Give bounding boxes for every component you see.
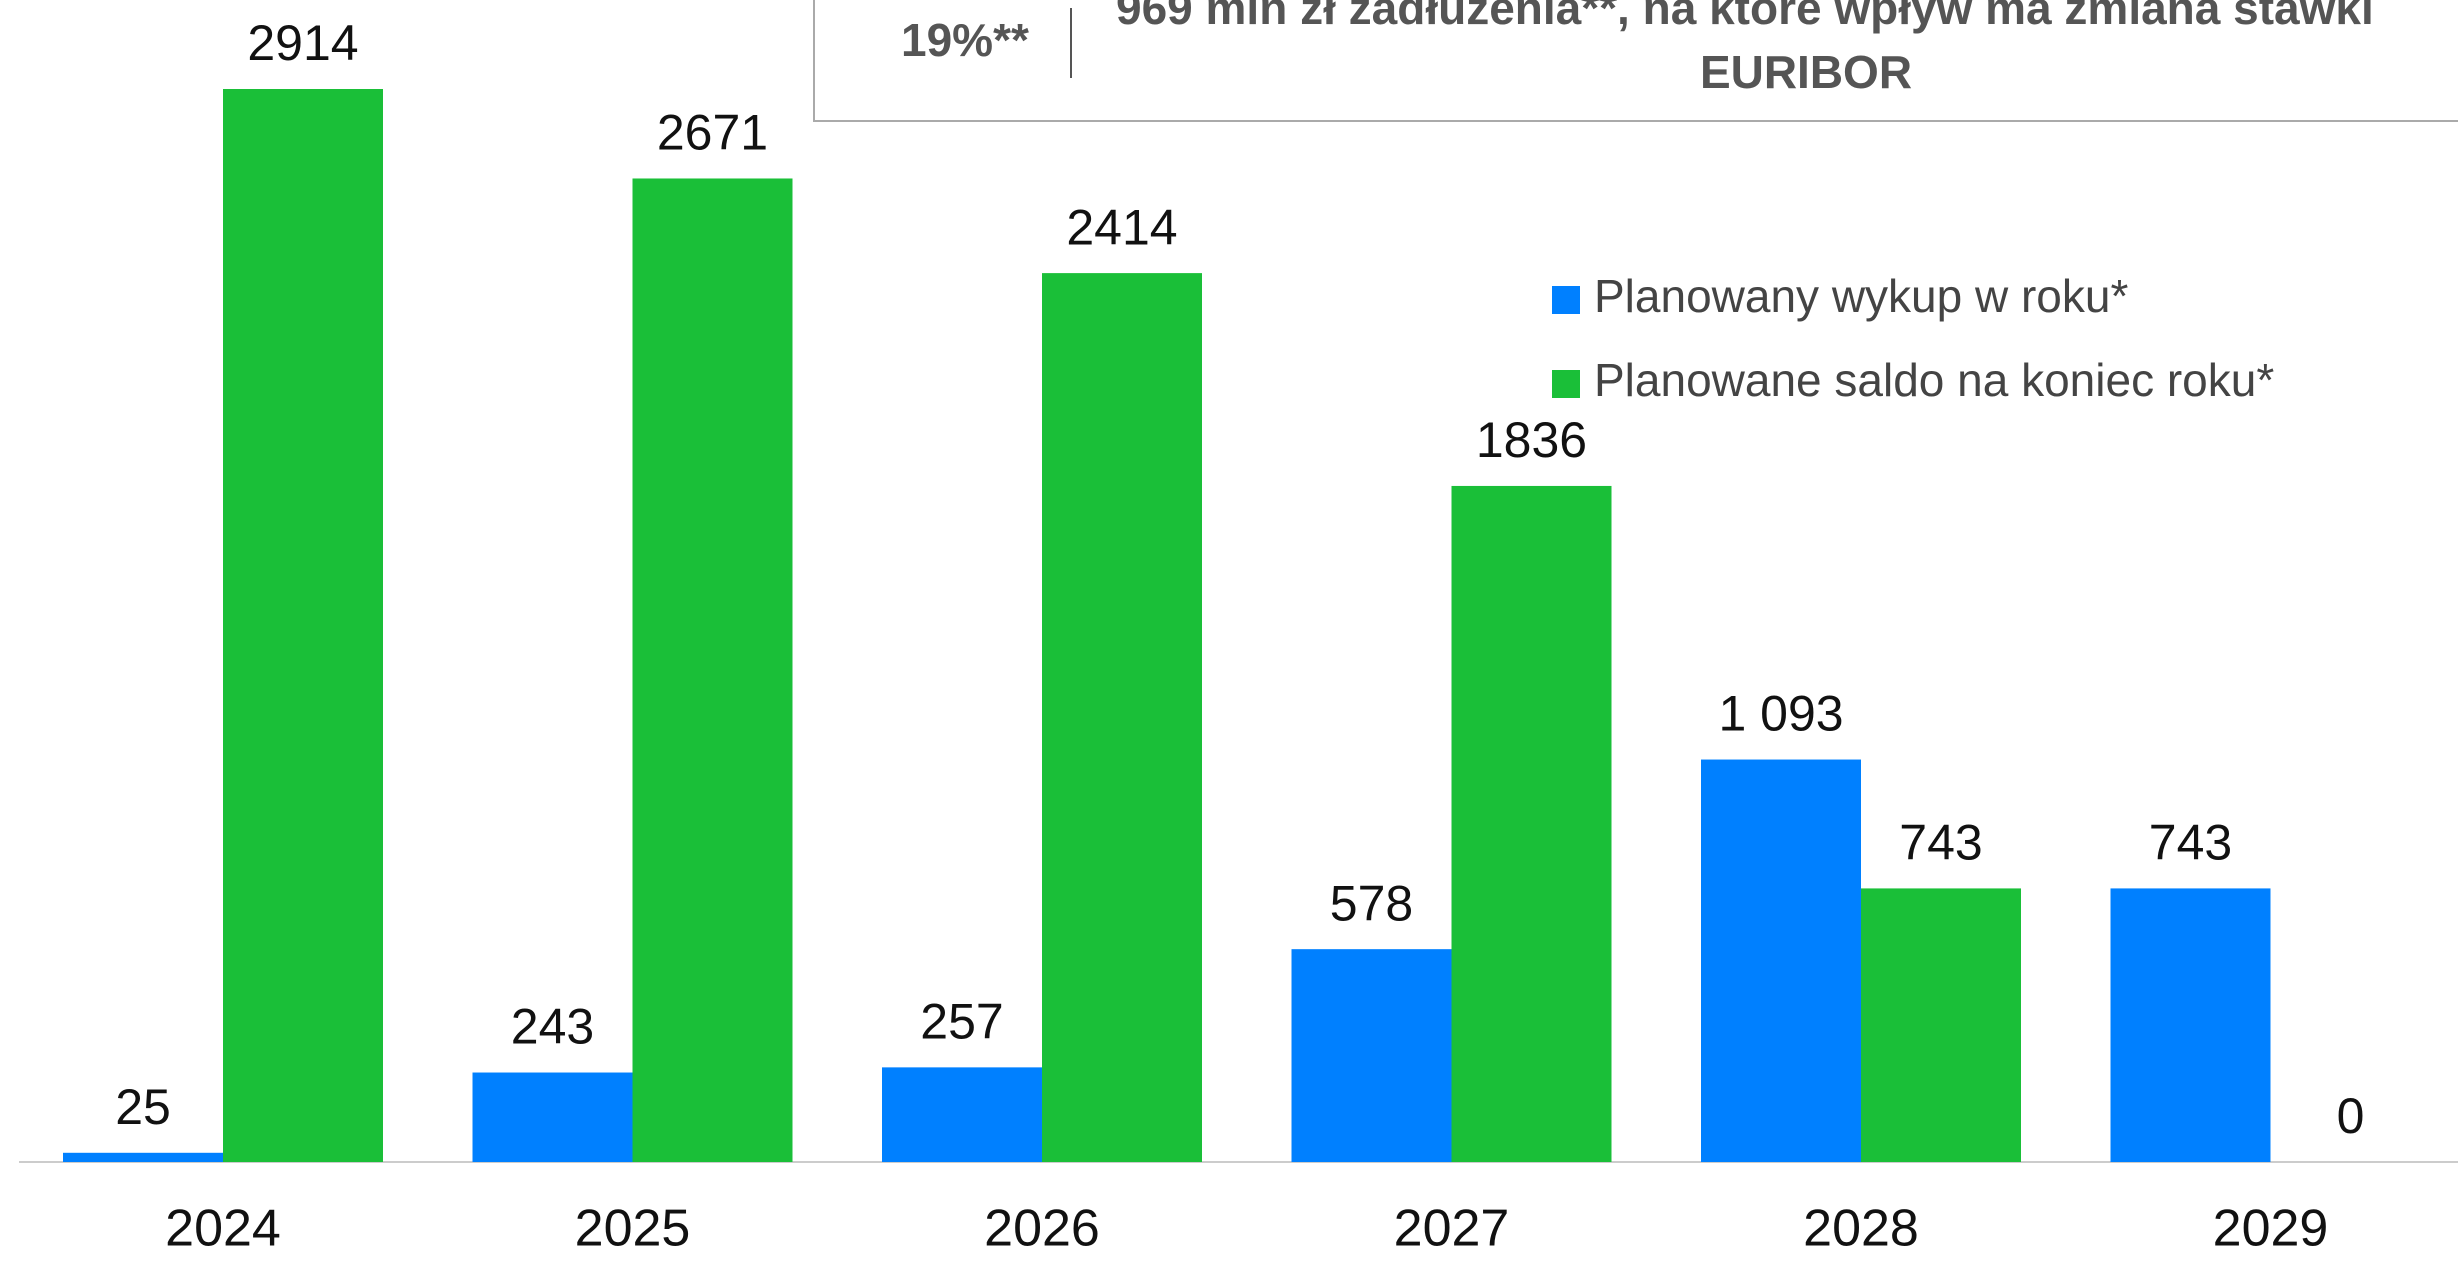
data-label: 257: [920, 994, 1003, 1050]
bar: [1701, 759, 1861, 1162]
x-tick-label: 2026: [984, 1200, 1100, 1258]
bar: [223, 89, 383, 1162]
legend-swatch: [1552, 370, 1580, 398]
info-line1: 969 mln zł zadłużenia**, na które wpływ …: [1116, 0, 2374, 34]
data-label: 578: [1330, 875, 1413, 931]
info-line2: EURIBOR: [1700, 46, 1912, 98]
data-label: 0: [2337, 1088, 2365, 1144]
x-tick-label: 2024: [165, 1200, 281, 1258]
data-label: 25: [115, 1079, 171, 1135]
bar: [63, 1152, 223, 1162]
x-tick-label: 2027: [1394, 1200, 1510, 1258]
bar: [1451, 485, 1612, 1162]
data-label: 2414: [1066, 199, 1177, 255]
bar: [882, 1067, 1042, 1162]
data-label: 1 093: [1718, 686, 1843, 742]
bar: [632, 178, 793, 1163]
legend-swatch: [1552, 286, 1580, 314]
legend-label: Planowany wykup w roku*: [1594, 270, 2128, 322]
bar: [1861, 888, 2021, 1162]
x-tick-label: 2028: [1803, 1200, 1919, 1258]
data-label: 1836: [1476, 412, 1587, 468]
bar: [472, 1072, 633, 1162]
bar: [1042, 273, 1202, 1162]
data-label: 243: [511, 999, 594, 1055]
x-tick-label: 2029: [2213, 1200, 2329, 1258]
data-label: 2671: [657, 105, 768, 161]
bar: [2110, 888, 2271, 1162]
info-percent: 19%**: [901, 14, 1029, 66]
legend-label: Planowane saldo na koniec roku*: [1594, 354, 2274, 406]
data-label: 743: [1899, 815, 1982, 871]
info-box: [813, 0, 2458, 122]
data-label: 743: [2149, 815, 2232, 871]
x-tick-label: 2025: [575, 1200, 691, 1258]
bar: [1291, 949, 1452, 1162]
data-label: 2914: [247, 15, 358, 71]
